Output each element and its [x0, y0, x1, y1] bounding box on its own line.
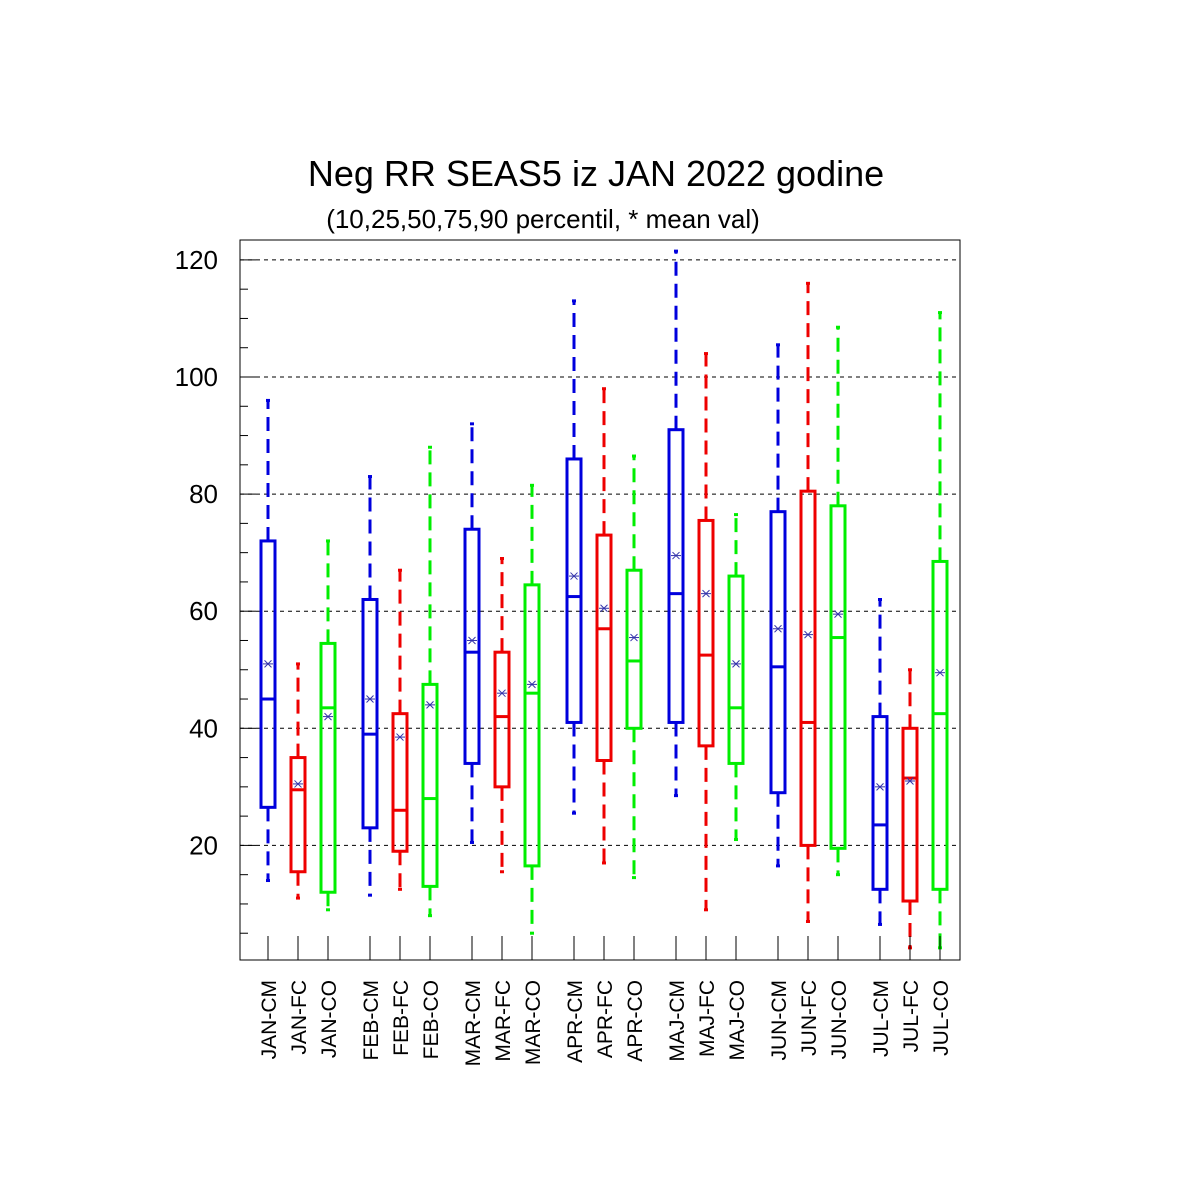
grid-lines — [240, 259, 960, 846]
box-JAN-CO — [319, 539, 337, 912]
iqr-box — [871, 715, 889, 891]
mean-marker — [600, 604, 608, 613]
x-tick-label: MAJ-CO — [726, 980, 749, 1061]
iqr-box — [595, 533, 613, 763]
box-FEB-FC — [391, 568, 409, 891]
mean-marker — [834, 610, 842, 618]
mean-marker — [774, 624, 782, 633]
iqr-box — [361, 597, 379, 830]
mean-marker — [396, 733, 404, 741]
x-tick-label: JUL-CO — [930, 980, 953, 1056]
x-tick-label: JAN-FC — [288, 980, 311, 1055]
box-MAJ-CO — [727, 513, 745, 842]
x-tick-label: JUL-FC — [900, 980, 923, 1052]
box-JAN-CM — [259, 398, 277, 883]
mean-marker — [468, 636, 476, 645]
box-JUL-CO — [931, 311, 949, 950]
iqr-box — [769, 510, 787, 795]
box-JUN-CM — [769, 343, 787, 868]
iqr-box — [829, 504, 847, 850]
y-tick-label: 100 — [175, 362, 218, 392]
mean-marker — [936, 668, 944, 677]
x-tick-label: JUL-CM — [870, 980, 893, 1057]
mean-marker — [366, 695, 374, 703]
mean-marker — [672, 551, 680, 560]
box-MAR-CO — [523, 483, 541, 935]
x-tick-label: JAN-CM — [258, 980, 281, 1059]
iqr-box — [625, 568, 643, 730]
x-tick-label: MAR-FC — [492, 980, 515, 1062]
x-tick-label: MAR-CO — [522, 980, 545, 1065]
iqr-box — [523, 583, 541, 868]
box-MAR-CM — [463, 422, 481, 844]
boxes-layer — [259, 249, 949, 950]
iqr-box — [463, 527, 481, 765]
x-axis: JAN-CM JAN-FC JAN-CO FEB-CM FEB-FC FEB-CO MAR-… — [258, 936, 953, 1066]
iqr-box — [931, 559, 949, 891]
iqr-box — [319, 641, 337, 894]
x-tick-label: MAR-CM — [462, 980, 485, 1066]
mean-marker — [906, 777, 914, 785]
mean-marker — [498, 689, 506, 698]
iqr-box — [421, 682, 439, 888]
iqr-box — [901, 726, 919, 903]
y-axis: 20 40 60 80 100 120 — [175, 245, 256, 934]
mean-marker — [294, 780, 302, 788]
x-tick-label: JUN-CM — [768, 980, 791, 1060]
box-MAJ-CM — [667, 249, 685, 798]
iqr-box — [391, 712, 409, 853]
x-tick-label: JUN-CO — [828, 980, 851, 1059]
mean-marker — [804, 630, 812, 639]
iqr-box — [697, 518, 715, 748]
x-tick-label: APR-CO — [624, 980, 647, 1062]
x-tick-label: MAJ-CM — [666, 980, 689, 1062]
box-FEB-CM — [361, 475, 379, 897]
x-tick-label: APR-FC — [594, 980, 617, 1058]
x-tick-label: JAN-CO — [318, 980, 341, 1058]
plot-frame — [239, 239, 961, 961]
iqr-box — [565, 457, 583, 724]
x-tick-label: JUN-FC — [798, 980, 821, 1056]
y-tick-label: 120 — [175, 245, 218, 275]
x-tick-label: FEB-CM — [360, 980, 383, 1061]
box-JUN-FC — [799, 281, 817, 924]
mean-marker — [702, 589, 710, 598]
box-APR-CM — [565, 299, 583, 815]
box-JUN-CO — [829, 325, 847, 877]
y-tick-label: 80 — [189, 479, 218, 509]
mean-marker — [732, 660, 740, 668]
y-tick-label: 40 — [189, 713, 218, 743]
mean-marker — [570, 572, 578, 580]
box-MAR-FC — [493, 557, 511, 874]
y-tick-label: 20 — [189, 830, 218, 860]
mean-marker — [876, 782, 884, 791]
mean-marker — [528, 680, 536, 689]
x-tick-label: FEB-FC — [390, 980, 413, 1056]
box-APR-FC — [595, 387, 613, 865]
y-tick-label: 60 — [189, 596, 218, 626]
iqr-box — [799, 489, 817, 847]
iqr-box — [493, 650, 511, 789]
box-JAN-FC — [289, 662, 307, 900]
iqr-box — [727, 574, 745, 765]
x-tick-label: MAJ-FC — [696, 980, 719, 1057]
box-MAJ-FC — [697, 352, 715, 912]
x-tick-label: FEB-CO — [420, 980, 443, 1059]
iqr-box — [667, 428, 685, 724]
box-FEB-CO — [421, 445, 439, 918]
mean-marker — [264, 660, 272, 668]
box-APR-CO — [625, 454, 643, 880]
mean-marker — [630, 633, 638, 642]
chart-subtitle: (10,25,50,75,90 percentil, * mean val) — [326, 204, 760, 234]
iqr-box — [289, 756, 307, 874]
chart-title: Neg RR SEAS5 iz JAN 2022 godine — [308, 153, 884, 194]
mean-marker — [426, 701, 434, 709]
box-JUL-FC — [901, 668, 919, 950]
x-tick-label: APR-CM — [564, 980, 587, 1063]
iqr-box — [259, 539, 277, 809]
box-JUL-CM — [871, 597, 889, 926]
mean-marker — [324, 712, 332, 721]
